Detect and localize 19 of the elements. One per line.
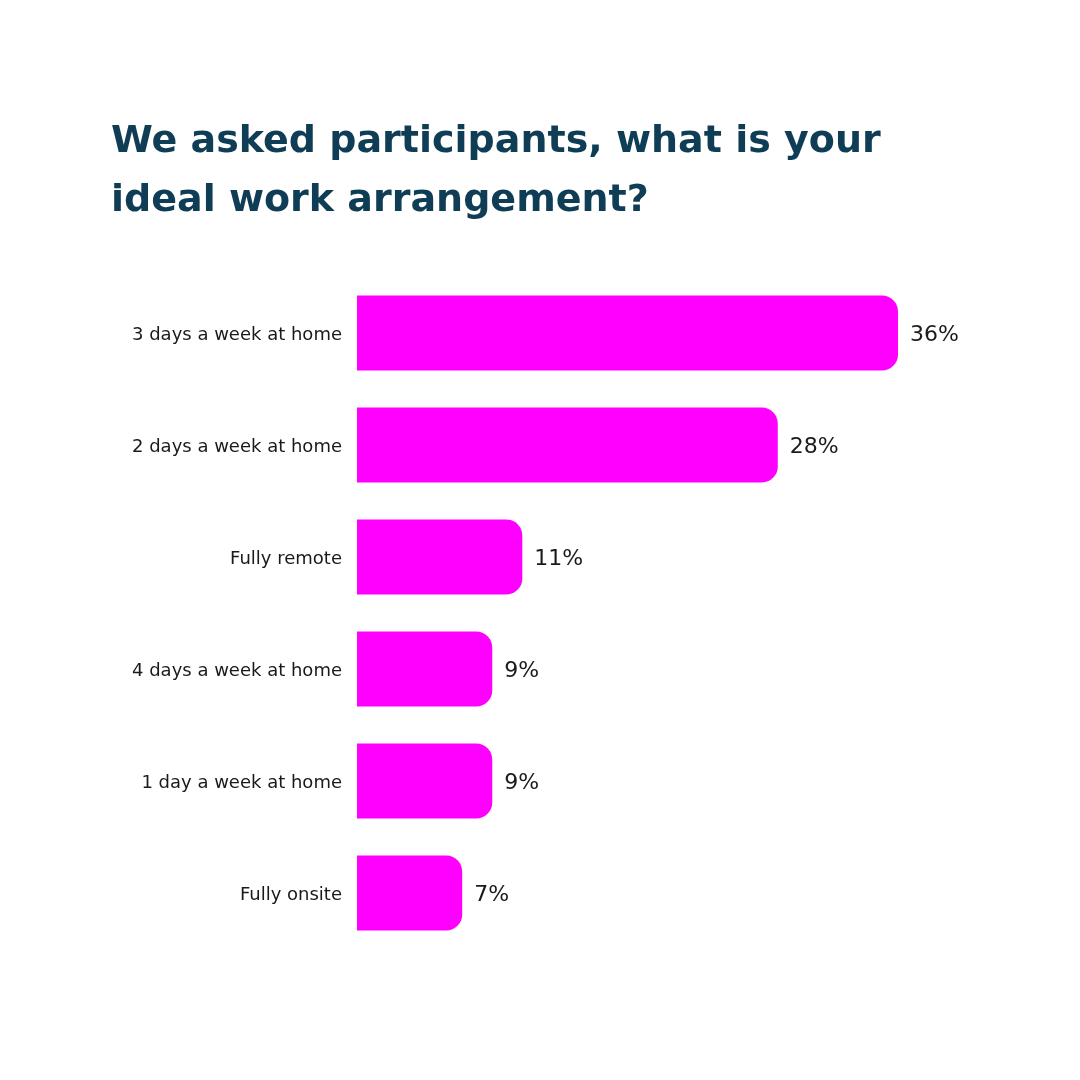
y-tick-label: 3 days a week at home [132,322,342,344]
bar [357,743,493,819]
chart-title: We asked participants, what is your ideal work arrangement? [111,116,894,220]
bar [357,855,463,931]
y-tick-label: 1 day a week at home [141,770,342,792]
bar [357,295,898,371]
y-tick-label: Fully remote [230,546,342,568]
bar [357,631,493,707]
y-tick-label: Fully onsite [239,882,342,904]
data-label: 36% [910,320,959,346]
data-label: 28% [789,432,839,458]
bar [357,407,778,483]
data-label: 9% [504,768,540,794]
y-tick-label: 2 days a week at home [132,434,342,456]
data-label: 9% [504,656,540,682]
data-label: 7% [474,880,510,906]
data-label: 11% [534,544,584,570]
y-tick-label: 4 days a week at home [132,658,342,680]
bar [357,519,523,595]
